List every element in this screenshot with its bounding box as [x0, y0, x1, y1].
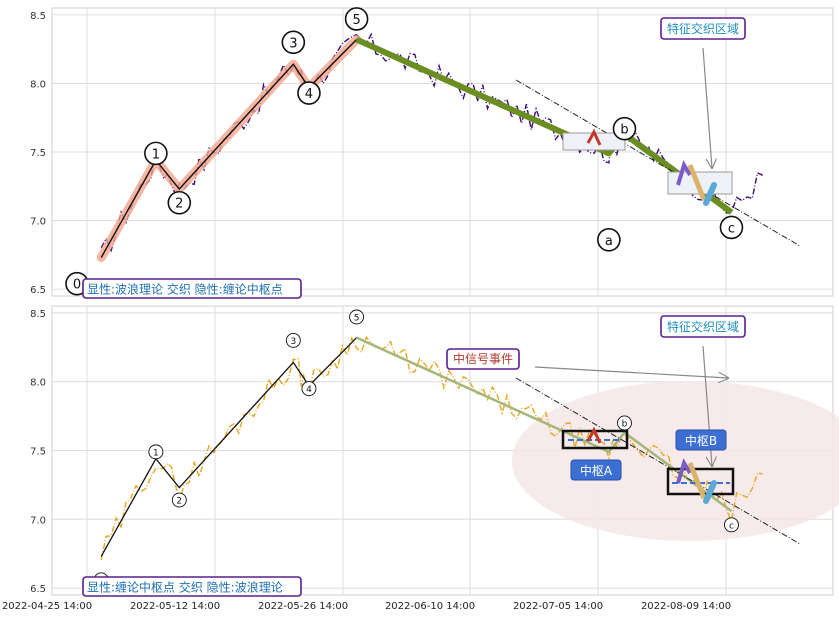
wave-label-circle — [171, 492, 187, 508]
zone-badge-label: 中枢A — [580, 463, 613, 478]
y-tick-label: 8.0 — [30, 378, 46, 389]
wave-label-circle — [617, 415, 632, 431]
y-tick-label: 6.5 — [30, 584, 46, 595]
wave-label: 4 — [306, 385, 312, 395]
price-series — [100, 335, 763, 560]
x-tick-label: 2022-05-26 14:00 — [258, 601, 348, 612]
swing-seg — [703, 480, 717, 504]
wave-label: 1 — [152, 147, 160, 162]
wave-label: a — [605, 234, 613, 249]
x-tick-label: 2022-08-09 14:00 — [641, 601, 731, 612]
y-tick-label: 6.5 — [30, 285, 46, 296]
correction-zone — [512, 381, 839, 541]
impulse-line — [100, 39, 358, 258]
impulse-line — [100, 337, 358, 557]
y-tick-label: 7.0 — [30, 217, 46, 228]
wave-label-circle — [724, 517, 739, 533]
caption-box — [82, 576, 302, 597]
wave-label-circle — [297, 81, 321, 105]
callout-box — [660, 17, 746, 40]
zone-badge-b — [675, 429, 727, 451]
wave-label-circle — [344, 7, 369, 31]
wave-label-circle — [285, 332, 301, 348]
wave-label: 5 — [352, 13, 360, 28]
x-tick-label: 2022-06-10 14:00 — [385, 601, 475, 612]
corrective-line — [356, 336, 733, 513]
swing-seg — [687, 462, 707, 499]
wave-label: c — [729, 521, 734, 531]
wave-label: 3 — [290, 337, 296, 347]
wave-label: 5 — [354, 314, 360, 324]
wave-label-circle — [719, 215, 744, 240]
wave-label-circle — [281, 30, 306, 55]
wave-label: 0 — [73, 278, 81, 293]
wave-label: 1 — [153, 448, 159, 458]
caption-label: 显性:波浪理论 交织 隐性:缠论中枢点 — [87, 282, 283, 297]
swing-seg — [676, 160, 692, 186]
caption-label: 显性:缠论中枢点 交织 隐性:波浪理论 — [87, 580, 283, 595]
wave-label-circle — [148, 444, 164, 460]
wave-label-circle — [349, 309, 365, 325]
wave-label: 4 — [305, 87, 313, 102]
wave-label-circle — [597, 227, 621, 252]
wave-label-circle — [301, 381, 317, 397]
callout-label: 特征交织区域 — [667, 21, 739, 36]
y-tick-label: 7.5 — [30, 447, 46, 458]
x-tick-label: 2022-07-05 14:00 — [513, 601, 603, 612]
zone-badge-label: 中枢B — [685, 433, 717, 448]
swing-seg — [586, 128, 602, 146]
signal-label: 中信号事件 — [453, 351, 513, 366]
wave-label-circle — [612, 116, 637, 141]
caption-box — [82, 278, 302, 299]
callout-label: 特征交织区域 — [667, 319, 739, 334]
swing-seg — [676, 458, 692, 484]
wave-label: b — [622, 419, 628, 429]
wave-label: 3 — [289, 36, 297, 51]
wave-label: 2 — [175, 197, 183, 212]
swing-seg — [687, 164, 707, 201]
wave-label-circle — [144, 141, 168, 166]
wave-label: 2 — [176, 497, 182, 507]
x-tick-label: 2022-05-12 14:00 — [130, 601, 220, 612]
swing-seg — [586, 426, 602, 444]
wave-label-circle — [167, 190, 192, 215]
y-tick-label: 8.5 — [30, 309, 46, 320]
callout-box — [660, 315, 746, 338]
signal-box — [446, 348, 520, 370]
callout-arrow — [702, 47, 712, 168]
signal-arrow — [534, 366, 728, 378]
y-tick-label: 7.0 — [30, 515, 46, 526]
wave-label: c — [728, 221, 735, 236]
wave-label: b — [620, 123, 628, 138]
zone-badge-a — [570, 459, 622, 481]
y-tick-label: 8.5 — [30, 11, 46, 22]
swing-seg — [703, 182, 717, 206]
y-tick-label: 8.0 — [30, 79, 46, 90]
x-tick-label: 2022-04-25 14:00 — [2, 601, 92, 612]
y-tick-label: 7.5 — [30, 148, 46, 159]
panel-2: 6.57.07.58.08.5012345bc特征交织区域中信号事件中枢A中枢B… — [2, 305, 839, 612]
